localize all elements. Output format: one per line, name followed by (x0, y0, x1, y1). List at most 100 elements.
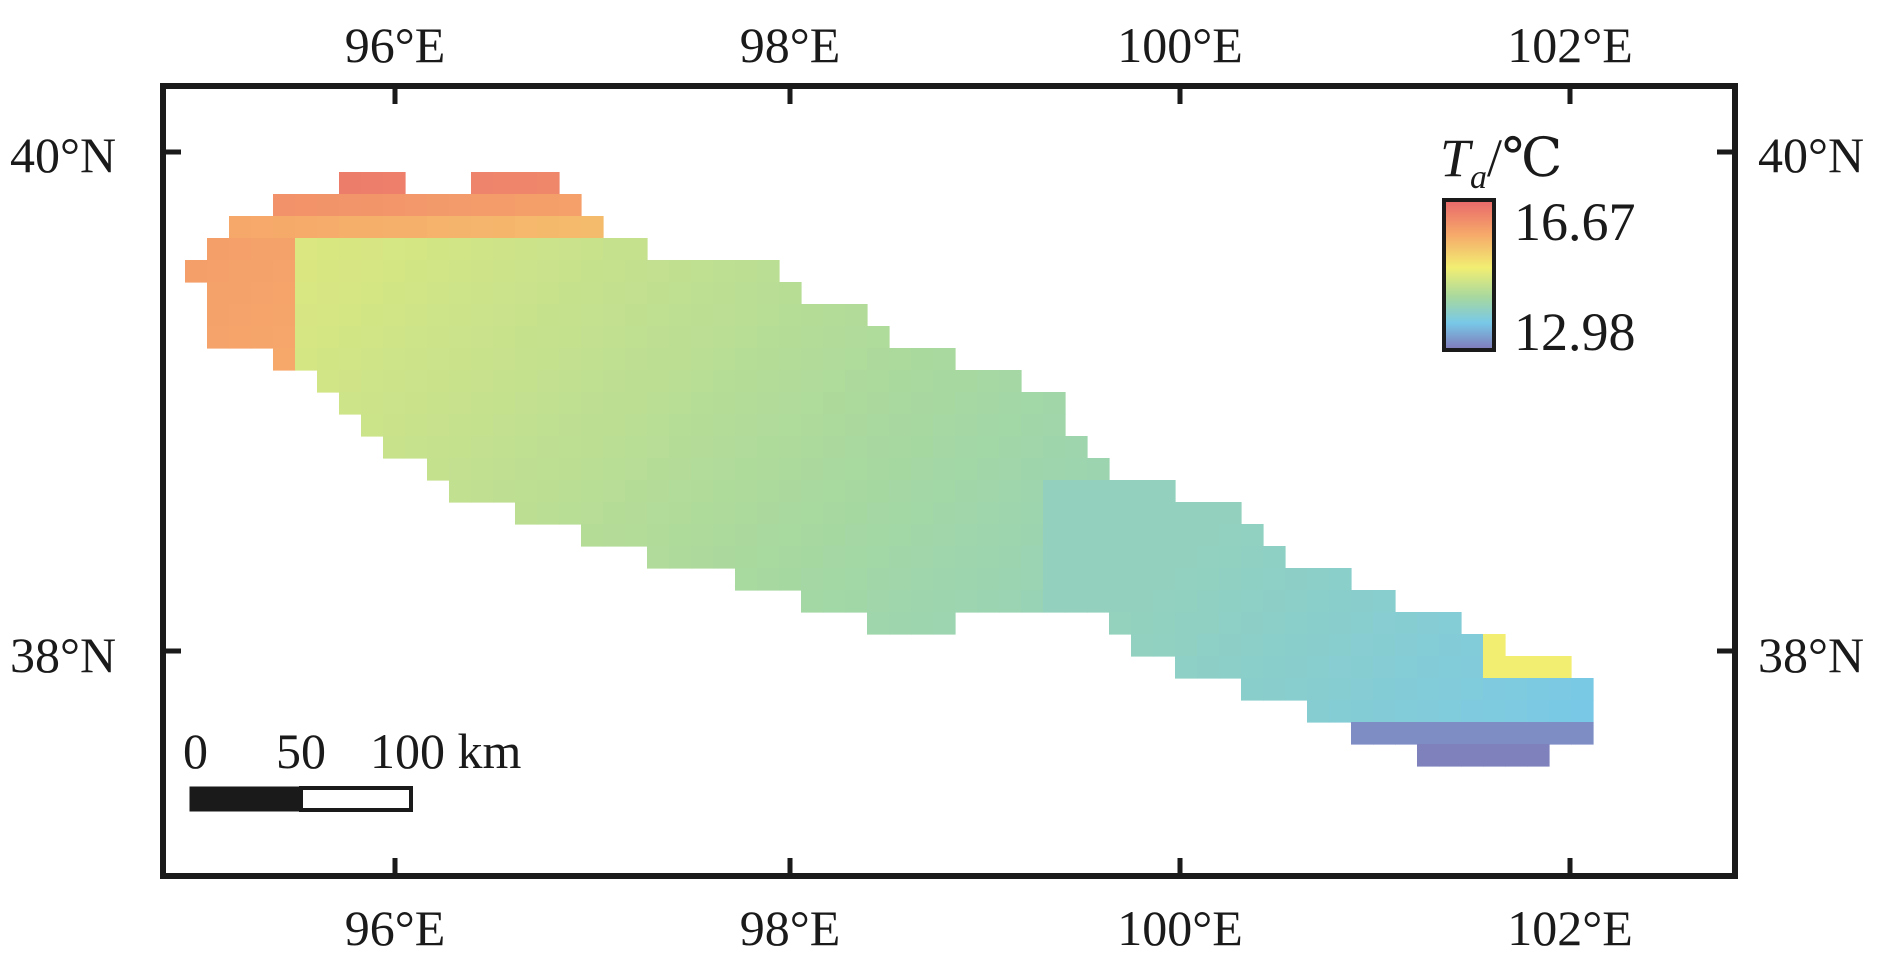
raster-cell (537, 238, 560, 261)
raster-cell (1417, 722, 1440, 745)
raster-cell (625, 436, 648, 459)
raster-cell (977, 370, 1000, 393)
raster-cell (427, 436, 450, 459)
raster-cell (559, 370, 582, 393)
raster-cell (603, 480, 626, 503)
raster-cell (625, 392, 648, 415)
raster-cell (1197, 634, 1220, 657)
raster-cell (713, 326, 736, 349)
raster-cell (251, 216, 274, 239)
raster-cell (537, 216, 560, 239)
raster-cell (361, 260, 384, 283)
raster-cell (1241, 612, 1264, 635)
raster-cell (955, 502, 978, 525)
raster-cell (713, 370, 736, 393)
raster-cell (1483, 700, 1506, 723)
raster-cell (933, 348, 956, 371)
raster-cell (339, 260, 362, 283)
lon-label-top-96: 96°E (345, 17, 446, 73)
raster-cell (207, 238, 230, 261)
raster-cell (669, 458, 692, 481)
raster-cell (361, 348, 384, 371)
raster-cell (889, 458, 912, 481)
raster-cell (603, 502, 626, 525)
raster-cell (1263, 546, 1286, 569)
raster-cell (823, 304, 846, 327)
raster-cell (1329, 700, 1352, 723)
raster-cell (515, 348, 538, 371)
raster-cell (427, 216, 450, 239)
raster-cell (955, 392, 978, 415)
raster-cell (1219, 524, 1242, 547)
raster-cell (801, 436, 824, 459)
raster-cell (1285, 590, 1308, 613)
raster-cell (603, 348, 626, 371)
raster-cell (273, 260, 296, 283)
raster-cell (1065, 480, 1088, 503)
raster-cell (207, 282, 230, 305)
raster-cell (537, 392, 560, 415)
raster-cell (1065, 590, 1088, 613)
raster-cell (1065, 546, 1088, 569)
raster-cell (801, 546, 824, 569)
raster-cell (625, 502, 648, 525)
raster-cell (625, 326, 648, 349)
raster-cell (1307, 568, 1330, 591)
raster-cell (1373, 722, 1396, 745)
raster-cell (361, 216, 384, 239)
raster-cell (1241, 524, 1264, 547)
raster-cell (823, 326, 846, 349)
raster-cell (691, 260, 714, 283)
raster-cell (1263, 568, 1286, 591)
raster-cell (735, 370, 758, 393)
raster-cell (713, 348, 736, 371)
raster-cell (1351, 656, 1374, 679)
raster-cell (1483, 744, 1506, 767)
raster-cell (405, 392, 428, 415)
raster-cell (1285, 612, 1308, 635)
raster-cell (1483, 656, 1506, 679)
raster-cell (1021, 414, 1044, 437)
raster-cell (625, 282, 648, 305)
raster-cell (757, 260, 780, 283)
raster-cell (933, 568, 956, 591)
raster-cell (779, 304, 802, 327)
raster-cell (229, 216, 252, 239)
raster-cell (999, 524, 1022, 547)
raster-cell (933, 414, 956, 437)
raster-cell (317, 216, 340, 239)
raster-cell (669, 282, 692, 305)
raster-cell (405, 414, 428, 437)
raster-cell (1043, 524, 1066, 547)
raster-cell (1329, 656, 1352, 679)
raster-cell (625, 304, 648, 327)
raster-cell (581, 524, 604, 547)
raster-cell (1307, 634, 1330, 657)
raster-cell (273, 216, 296, 239)
raster-cell (735, 458, 758, 481)
raster-cell (1439, 700, 1462, 723)
raster-cell (911, 392, 934, 415)
raster-cell (581, 436, 604, 459)
raster-cell (559, 414, 582, 437)
raster-cell (735, 568, 758, 591)
raster-cell (1329, 590, 1352, 613)
raster-cell (867, 436, 890, 459)
raster-cell (713, 436, 736, 459)
raster-cell (911, 348, 934, 371)
raster-cell (933, 502, 956, 525)
raster-cell (647, 502, 670, 525)
raster-cell (405, 282, 428, 305)
raster-cell (603, 326, 626, 349)
raster-cell (955, 480, 978, 503)
raster-cell (911, 370, 934, 393)
raster-cell (559, 436, 582, 459)
scale-bar: 0 50 100 km (183, 723, 522, 812)
raster-cell (647, 370, 670, 393)
raster-cell (1395, 612, 1418, 635)
raster-cell (361, 326, 384, 349)
raster-cell (867, 370, 890, 393)
raster-cell (823, 458, 846, 481)
raster-cell (647, 480, 670, 503)
raster-cell (1219, 656, 1242, 679)
